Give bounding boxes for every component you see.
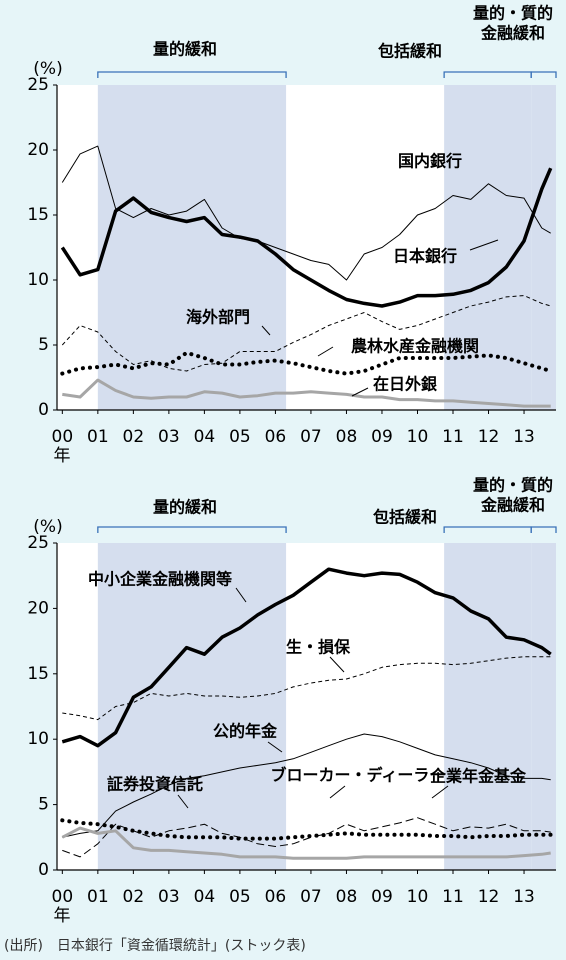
label-leader [317, 346, 334, 357]
policy-shading [444, 85, 532, 410]
x-tick-label: 03 [158, 887, 180, 907]
y-tick-label: 10 [27, 729, 49, 749]
y-tick-label: 0 [38, 860, 49, 880]
series-line [61, 826, 551, 860]
x-tick-label: 01 [87, 887, 109, 907]
x-tick-label: 11 [442, 427, 464, 447]
series-label: 海外部門 [186, 308, 250, 327]
x-tick-label: 02 [123, 887, 145, 907]
x-tick-label: 07 [300, 427, 322, 447]
series-line [62, 733, 551, 838]
series-label: 公的年金 [213, 722, 278, 741]
y-tick-label: 5 [38, 795, 49, 815]
series-line [62, 378, 551, 408]
x-tick-label: 06 [265, 427, 287, 447]
policy-shading [97, 543, 287, 870]
y-tick-label: 5 [38, 335, 49, 355]
x-tick-label: 13 [513, 887, 535, 907]
policy-label: 量的緩和 [153, 498, 217, 517]
x-axis-unit: 年 [54, 906, 71, 926]
x-tick-label: 07 [300, 887, 322, 907]
policy-label: 包括緩和 [378, 42, 442, 61]
x-tick-label: 13 [513, 427, 535, 447]
series-label: 農林水産金融機関 [351, 337, 479, 356]
policy-shading [444, 543, 532, 870]
label-leader [177, 794, 189, 809]
x-tick-label: 08 [336, 887, 358, 907]
label-leader [431, 785, 449, 799]
series-line [62, 817, 551, 858]
y-tick-label: 10 [27, 270, 49, 290]
x-tick-label: 11 [442, 887, 464, 907]
policy-bracket [97, 526, 287, 533]
policy-bracket [530, 71, 557, 78]
x-tick-label: 04 [194, 887, 216, 907]
series-label: 企業年金基金 [429, 767, 527, 786]
policy-shading [531, 543, 556, 870]
x-tick-label: 12 [478, 887, 500, 907]
series-label: 中小企業金融機関等 [88, 570, 232, 589]
y-tick-label: 25 [27, 533, 49, 553]
policy-shading [97, 85, 287, 410]
policy-bracket [443, 526, 532, 533]
y-tick-label: 20 [27, 140, 49, 160]
series-label: 生・損保 [286, 638, 351, 657]
policy-bracket [530, 526, 557, 533]
x-tick-label: 08 [336, 427, 358, 447]
x-tick-label: 09 [371, 427, 393, 447]
x-tick-label: 05 [229, 427, 251, 447]
policy-label: 量的緩和 [153, 40, 217, 59]
policy-label: 量的・質的 [473, 4, 553, 23]
series-label: ブローカー・ディーラー [271, 766, 446, 785]
series-label: 在日外銀 [373, 375, 437, 394]
series-label: 証券投資信託 [107, 775, 203, 794]
x-tick-label: 00 [52, 887, 74, 907]
x-tick-label: 10 [407, 887, 429, 907]
y-tick-label: 15 [27, 664, 49, 684]
x-tick-label: 02 [123, 427, 145, 447]
policy-label: 金融緩和 [480, 24, 545, 43]
y-tick-label: 25 [27, 75, 49, 95]
x-tick-label: 06 [265, 887, 287, 907]
label-leader [235, 587, 247, 603]
y-tick-label: 0 [38, 400, 49, 420]
x-tick-label: 01 [87, 427, 109, 447]
x-axis-unit: 年 [54, 446, 71, 466]
policy-label: 金融緩和 [480, 496, 545, 515]
policy-bracket [443, 71, 532, 78]
series-label: 日本銀行 [393, 247, 457, 266]
label-leader [469, 239, 499, 251]
source-note: (出所) 日本銀行「資金循環統計」(ストック表) [4, 938, 306, 954]
x-tick-label: 00 [52, 427, 74, 447]
series-line [61, 567, 552, 748]
x-tick-label: 05 [229, 887, 251, 907]
policy-bracket [97, 71, 287, 78]
y-axis-unit: (%) [33, 517, 62, 537]
label-leader [329, 785, 346, 799]
label-leader [329, 656, 345, 673]
label-leader [261, 325, 271, 336]
series-line [60, 818, 553, 841]
series-line [61, 145, 551, 281]
x-tick-label: 04 [194, 427, 216, 447]
series-line [61, 295, 551, 372]
x-tick-label: 09 [371, 887, 393, 907]
x-tick-label: 03 [158, 427, 180, 447]
series-line [60, 350, 553, 376]
label-leader [351, 387, 369, 397]
series-line [60, 167, 553, 308]
y-tick-label: 20 [27, 598, 49, 618]
series-label: 国内銀行 [398, 152, 462, 171]
x-tick-label: 12 [478, 427, 500, 447]
x-tick-label: 10 [407, 427, 429, 447]
label-leader [267, 741, 283, 753]
y-tick-label: 15 [27, 205, 49, 225]
y-axis-unit: (%) [33, 59, 62, 79]
policy-label: 包括緩和 [373, 508, 437, 527]
policy-shading [531, 85, 556, 410]
policy-label: 量的・質的 [473, 476, 553, 495]
